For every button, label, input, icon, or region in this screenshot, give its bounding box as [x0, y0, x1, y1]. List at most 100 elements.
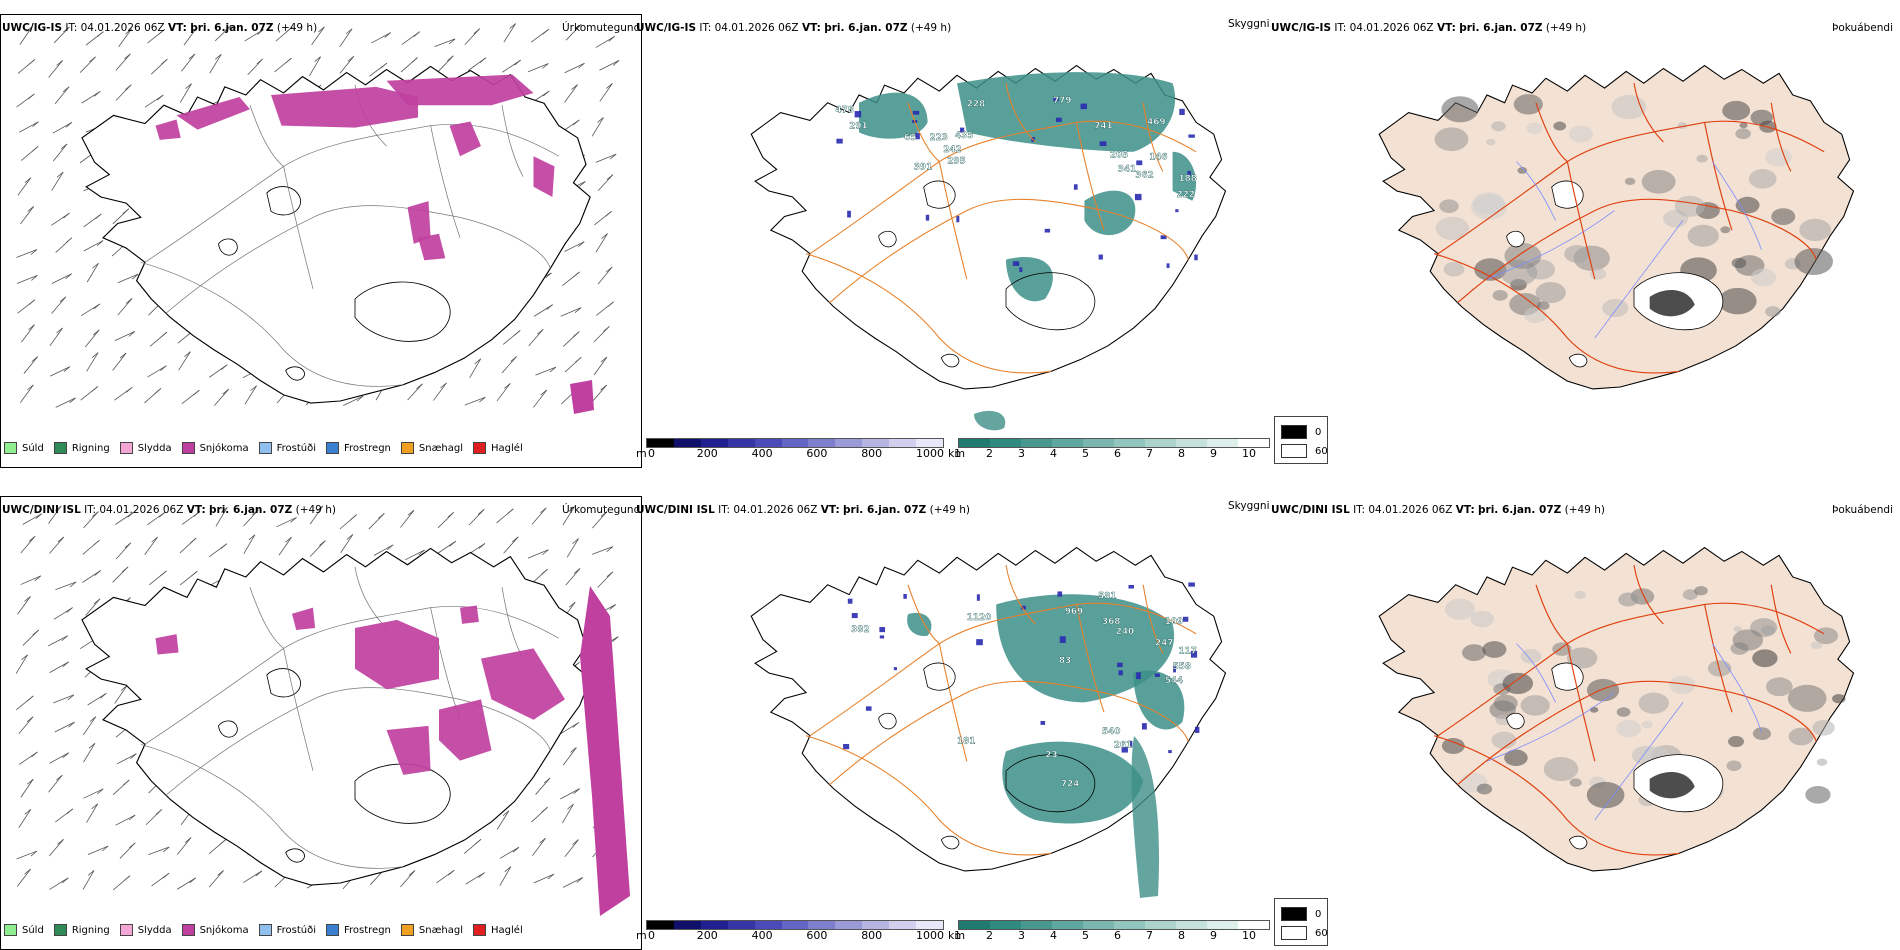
ceiling-colorbar-top: m 0 200 400 600 800 1000 [636, 438, 946, 468]
fog-cell [1611, 94, 1647, 120]
glacier-outline [923, 662, 956, 691]
legend-swatch [4, 924, 17, 936]
wind-barb [17, 177, 32, 196]
wind-barb [597, 174, 614, 192]
wind-barb-flag [119, 352, 127, 359]
wind-barb-flag [346, 534, 354, 540]
ceiling-spot [903, 593, 907, 599]
visibility-bin [1114, 439, 1145, 447]
wind-barb-flag [57, 839, 64, 845]
wind-barb [83, 788, 104, 799]
ceiling-colorbar-bottom: m 0 200 400 600 800 1000 [636, 920, 946, 950]
road [1566, 643, 1596, 762]
wind-barb-flag [34, 575, 42, 582]
fog-cell [1502, 672, 1534, 695]
fog-cell [1805, 785, 1831, 804]
wind-barb [560, 307, 582, 317]
wind-barb [469, 358, 482, 379]
wind-barb-flag [27, 384, 34, 391]
river [1594, 702, 1684, 821]
legend-item-frostregn: Frostregn [326, 924, 391, 936]
visibility-tick: 3 [1018, 447, 1025, 460]
wind-barb-flag [124, 84, 132, 91]
wind-barb-flag [217, 870, 224, 876]
lead-time: (+49 h) [1545, 22, 1587, 34]
visibility-tick: 7 [1146, 929, 1153, 942]
legend-label: Frostúði [276, 924, 316, 936]
legend-swatch [326, 924, 339, 936]
wind-barb [20, 778, 34, 798]
fog-cell [1492, 289, 1508, 301]
wind-barb [527, 549, 549, 559]
ceiling-bin [647, 439, 674, 447]
wind-barb-flag [125, 298, 133, 304]
ceiling-bin [781, 921, 809, 929]
wind-barb [116, 753, 137, 765]
wind-barb [247, 58, 264, 76]
wind-barb-flag [89, 716, 97, 722]
wind-barb-flag [547, 873, 555, 880]
wind-barb-flag [26, 26, 33, 32]
wind-barb-flag [542, 90, 550, 97]
wind-barb-flag [448, 869, 455, 876]
fog-cell [1765, 677, 1793, 697]
fog-map [1378, 546, 1855, 872]
wind-barb-flag [65, 273, 72, 280]
wind-barb-flag [67, 694, 75, 701]
fog-cell [1586, 781, 1625, 809]
wind-barb-flag [478, 872, 485, 878]
ceiling-label: 23 [1045, 750, 1057, 760]
wind-barb-flag [378, 513, 385, 519]
wind-barb [243, 870, 263, 883]
wind-barb [115, 53, 131, 71]
wind-barb-flag [570, 747, 577, 753]
wind-barb [49, 752, 69, 764]
wind-barb-flag [87, 870, 95, 876]
snow-area [176, 97, 250, 130]
wind-barb-flag [573, 331, 580, 337]
wind-barb-flag [573, 271, 580, 278]
fog-cell [1799, 218, 1832, 242]
fog-cell [1443, 262, 1465, 277]
visibility-tick: 8 [1178, 447, 1185, 460]
wind-barb-flag [93, 598, 101, 605]
vt-value: þri. 6.jan. 07Z [843, 504, 927, 516]
coastline [81, 547, 591, 886]
wind-barb [400, 870, 416, 888]
wind-barb-flag [124, 53, 131, 60]
wind-barb [465, 872, 485, 885]
wind-barb-flag [507, 508, 514, 515]
road [809, 120, 1197, 255]
ceiling-bin [727, 439, 755, 447]
wind-barb [15, 654, 28, 674]
ceiling-bin [862, 921, 890, 929]
wind-barb-flag [96, 240, 104, 246]
legend-item-snæhagl: Snæhagl [400, 924, 463, 936]
ceiling-spot [1080, 103, 1087, 110]
wind-barb-flag [290, 517, 297, 523]
road [829, 680, 1189, 786]
wind-barb [112, 352, 127, 371]
road [144, 123, 559, 263]
visibility-tick: 10 [1242, 447, 1256, 460]
ceiling-spot [851, 613, 858, 619]
ceiling-label: 205 [1110, 151, 1128, 161]
ceiling-bin [673, 921, 701, 929]
wind-barb [339, 56, 355, 74]
ceiling-bin [916, 439, 943, 447]
visibility-tick: 4 [1050, 447, 1057, 460]
wind-barb-flag [62, 752, 69, 759]
fog-cell [1602, 298, 1629, 318]
ceiling-label: 362 [1135, 170, 1153, 180]
wind-barb-flag [542, 28, 550, 35]
legend-item-slydda: Slydda [119, 442, 172, 454]
visibility-tick: 3 [1018, 929, 1025, 942]
vt-value: þri. 6.jan. 07Z [190, 22, 274, 34]
wind-barb-flag [546, 304, 553, 310]
wind-barb-flag [95, 213, 102, 220]
road [1703, 604, 1733, 713]
wind-barb [49, 366, 71, 377]
wind-barb-flag [540, 389, 548, 396]
visibility-bin [1052, 439, 1083, 447]
wind-barb-flag [543, 777, 551, 784]
